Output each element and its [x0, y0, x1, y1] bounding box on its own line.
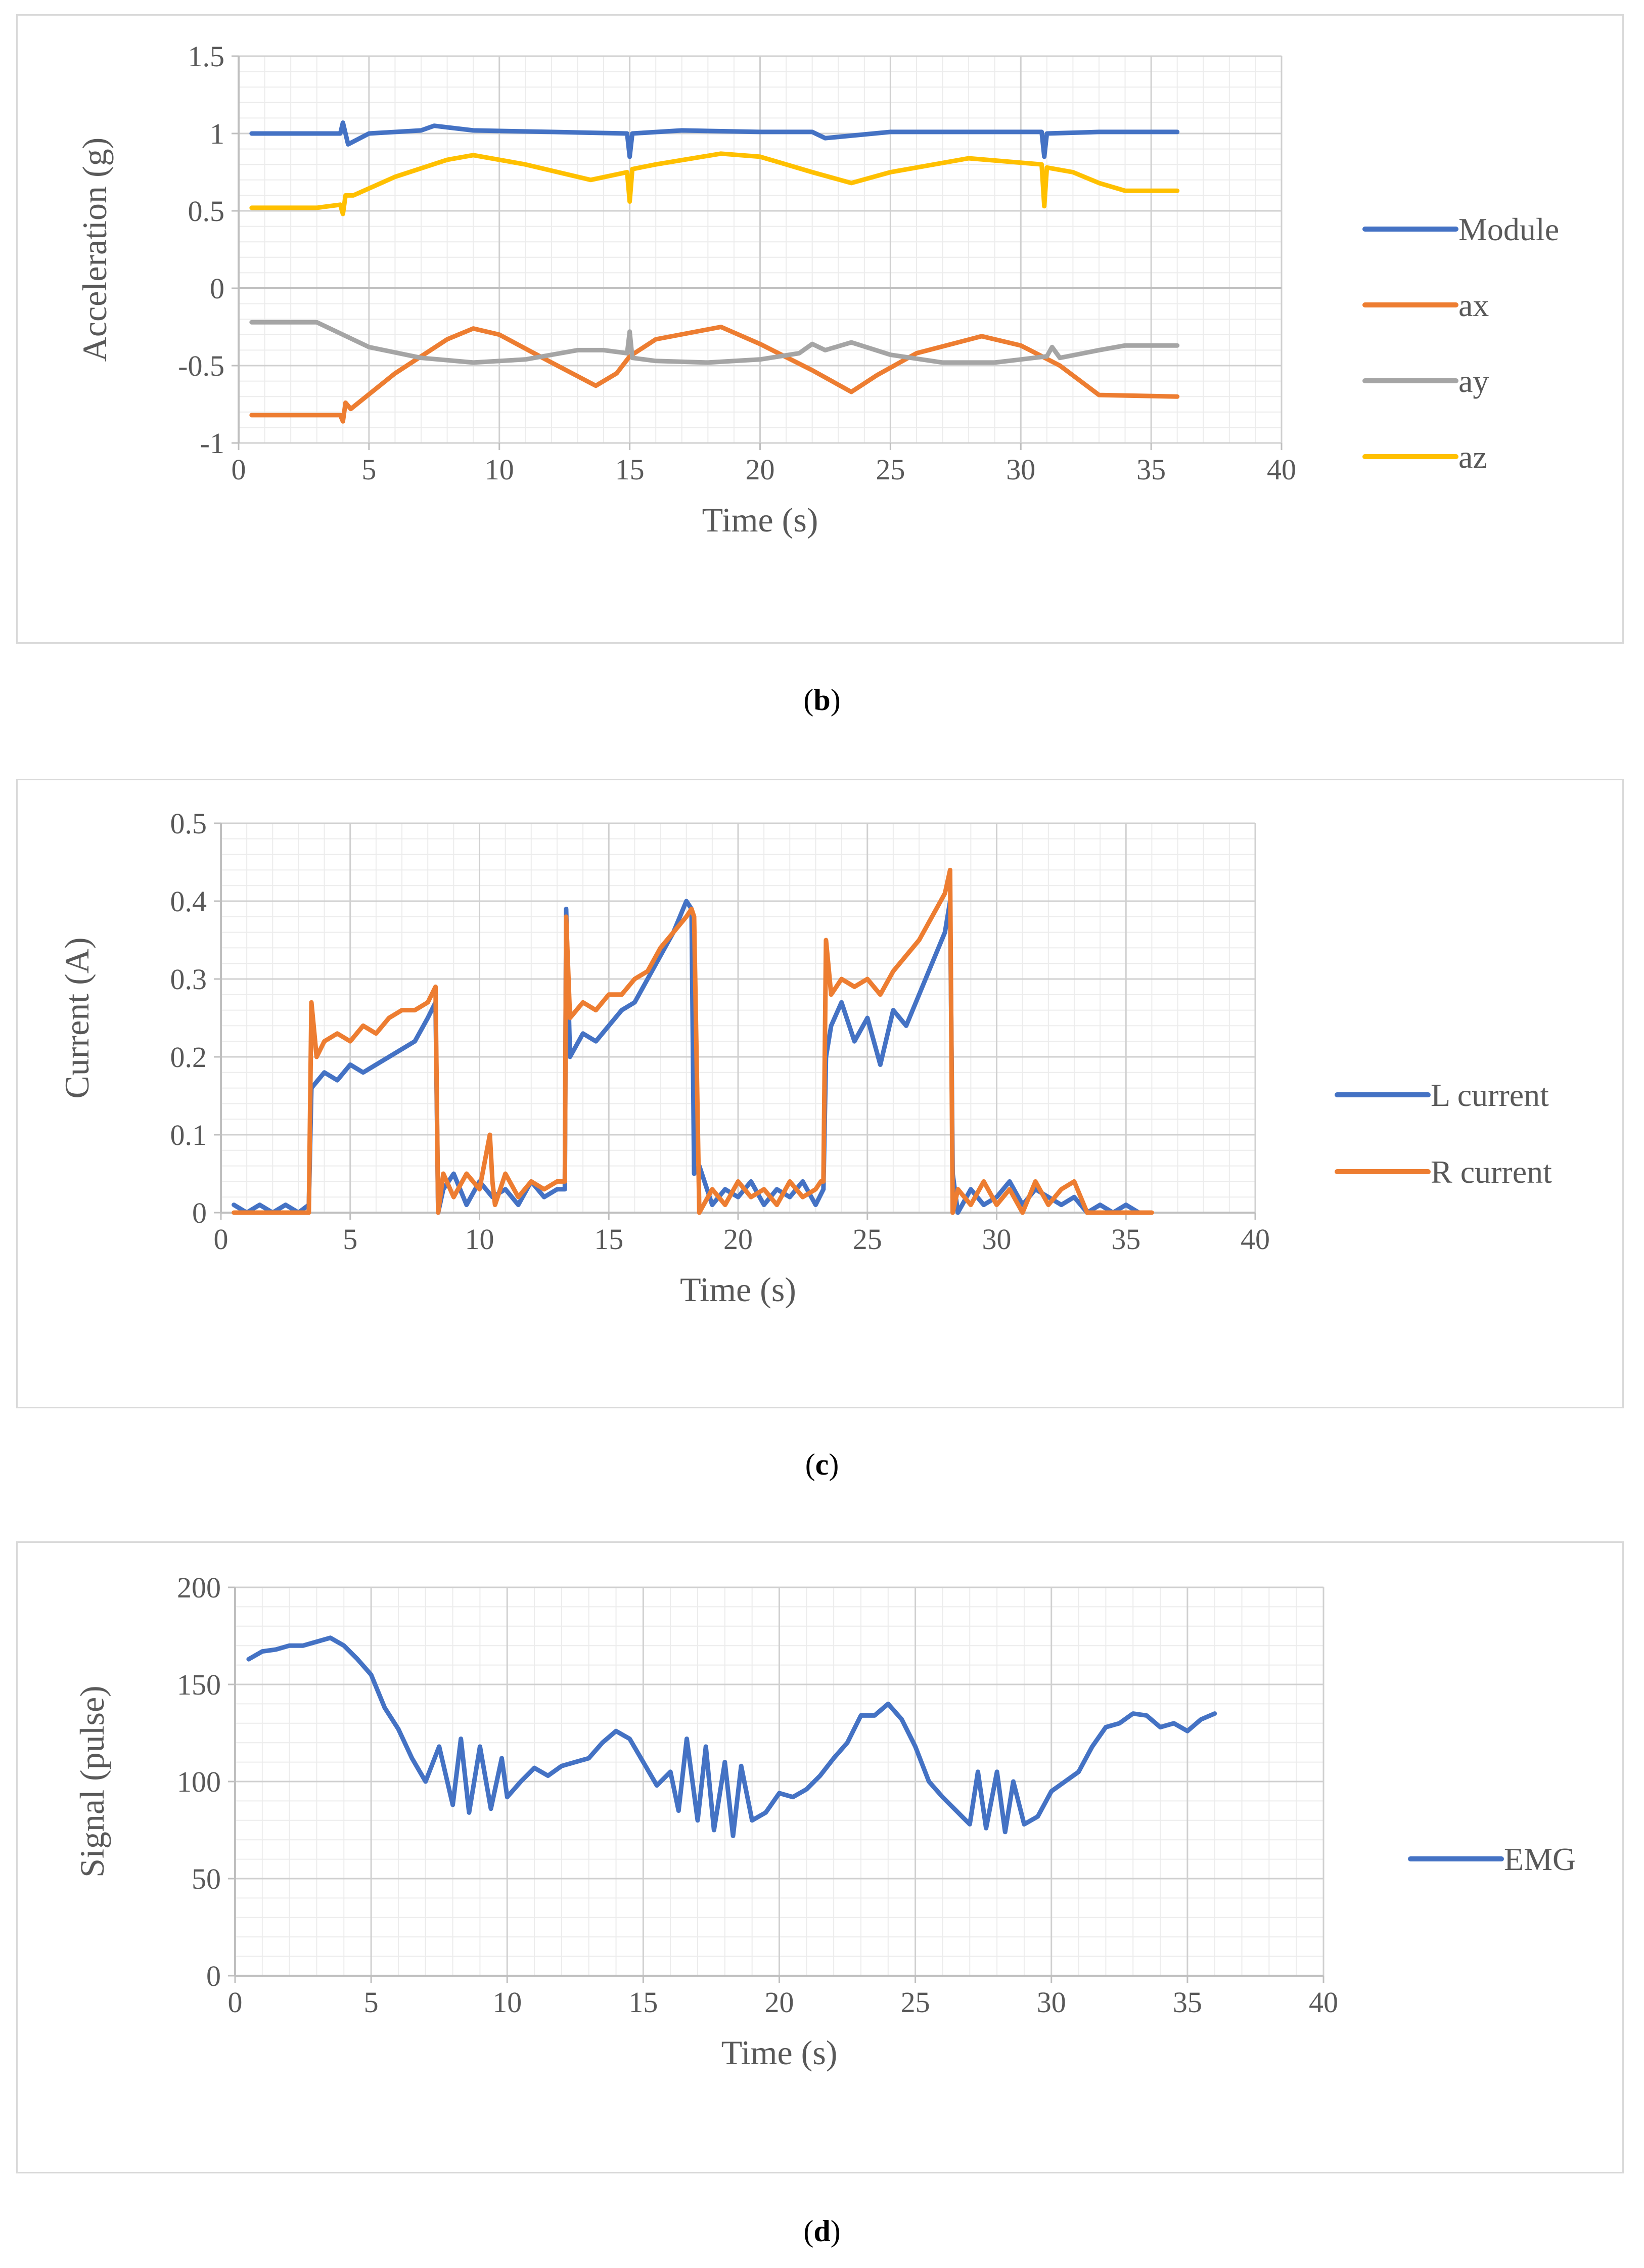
caption-b: (b) [803, 683, 841, 717]
x-tick-label: 35 [1173, 1986, 1202, 2019]
x-tick-label: 5 [343, 1223, 357, 1256]
y-tick-label: 1.5 [188, 40, 225, 73]
y-tick-label: 0.5 [170, 807, 207, 840]
x-tick-label: 25 [901, 1986, 930, 2019]
x-tick-label: 35 [1136, 453, 1166, 486]
x-tick-label: 10 [465, 1223, 494, 1256]
chart-panel-b: -1 -0.5 0 0.5 1 1.5 0 5 10 15 20 25 30 35 40 Time (s) Ac… [16, 14, 1624, 644]
x-tick-label: 30 [1006, 453, 1035, 486]
y-axis-title: Acceleration (g) [75, 138, 114, 362]
legend-label: az [1458, 439, 1487, 475]
y-tick-label: 1 [210, 117, 224, 150]
y-tick-label: 150 [177, 1668, 221, 1701]
legend-label: Module [1458, 211, 1559, 247]
series-line-ay [249, 320, 1180, 365]
emg-chart: 0 50 100 150 200 0 5 10 15 20 25 30 35 40 Time (s) Sign… [73, 1571, 1576, 2072]
x-tick-label: 5 [364, 1986, 379, 2019]
y-axis-title: Current (A) [58, 937, 96, 1098]
x-tick-label: 30 [1037, 1986, 1066, 2019]
y-tick-label: 0.3 [170, 963, 207, 996]
y-tick-label: 100 [177, 1765, 221, 1798]
x-axis-title: Time (s) [721, 2033, 838, 2072]
x-tick-label: 10 [492, 1986, 522, 2019]
y-tick-label: 0.1 [170, 1119, 207, 1151]
x-tick-label: 0 [214, 1223, 229, 1256]
x-tick-label: 15 [628, 1986, 658, 2019]
legend-label: EMG [1504, 1841, 1576, 1877]
y-tick-label: 0.2 [170, 1041, 207, 1074]
chart-panel-d: 0 50 100 150 200 0 5 10 15 20 25 30 35 40 Time (s) Sign… [16, 1541, 1624, 2173]
y-tick-label: 50 [192, 1862, 221, 1895]
x-tick-label: 40 [1241, 1223, 1270, 1256]
y-tick-label: -0.5 [178, 349, 224, 382]
y-tick-label: 0 [210, 272, 224, 305]
x-axis-title: Time (s) [702, 501, 818, 539]
x-tick-label: 20 [723, 1223, 753, 1256]
x-tick-label: 40 [1309, 1986, 1338, 2019]
y-tick-label: 0 [206, 1960, 221, 1992]
y-axis-title: Signal (pulse) [73, 1685, 111, 1878]
x-tick-label: 20 [765, 1986, 794, 2019]
y-tick-label: 0.5 [188, 195, 225, 228]
x-tick-label: 0 [228, 1986, 243, 2019]
x-tick-label: 5 [361, 453, 376, 486]
y-tick-label: 0 [192, 1196, 207, 1229]
legend-label: L current [1431, 1077, 1549, 1113]
chart-panel-c: 0 0.1 0.2 0.3 0.4 0.5 0 5 10 15 20 25 30 35 40 Time (s)… [16, 779, 1624, 1408]
y-tick-label: -1 [200, 427, 224, 460]
current-chart: 0 0.1 0.2 0.3 0.4 0.5 0 5 10 15 20 25 30 35 40 Time (s)… [58, 807, 1552, 1309]
caption-c: (c) [805, 1448, 839, 1481]
series-line-r-current [232, 867, 1154, 1215]
x-tick-label: 25 [853, 1223, 882, 1256]
x-tick-label: 30 [982, 1223, 1012, 1256]
x-axis-title: Time (s) [680, 1270, 796, 1309]
x-tick-label: 40 [1267, 453, 1296, 486]
y-tick-label: 200 [177, 1571, 221, 1604]
legend-label: ay [1458, 363, 1489, 399]
legend-label: R current [1431, 1154, 1552, 1190]
x-tick-label: 25 [876, 453, 905, 486]
acceleration-chart: -1 -0.5 0 0.5 1 1.5 0 5 10 15 20 25 30 35 40 Time (s) Ac… [75, 40, 1559, 539]
legend-label: ax [1458, 287, 1489, 323]
x-tick-label: 15 [615, 453, 645, 486]
series-line-module [249, 120, 1180, 159]
series-line-l-current [232, 899, 1141, 1215]
y-tick-label: 0.4 [170, 885, 207, 918]
series-line-az [249, 151, 1180, 216]
x-tick-label: 0 [232, 453, 246, 486]
x-tick-label: 20 [746, 453, 775, 486]
x-tick-label: 10 [485, 453, 514, 486]
series-line-emg [246, 1635, 1217, 1838]
x-tick-label: 15 [594, 1223, 623, 1256]
series-line-ax [249, 325, 1180, 424]
x-tick-label: 35 [1111, 1223, 1140, 1256]
caption-d: (d) [803, 2214, 841, 2248]
